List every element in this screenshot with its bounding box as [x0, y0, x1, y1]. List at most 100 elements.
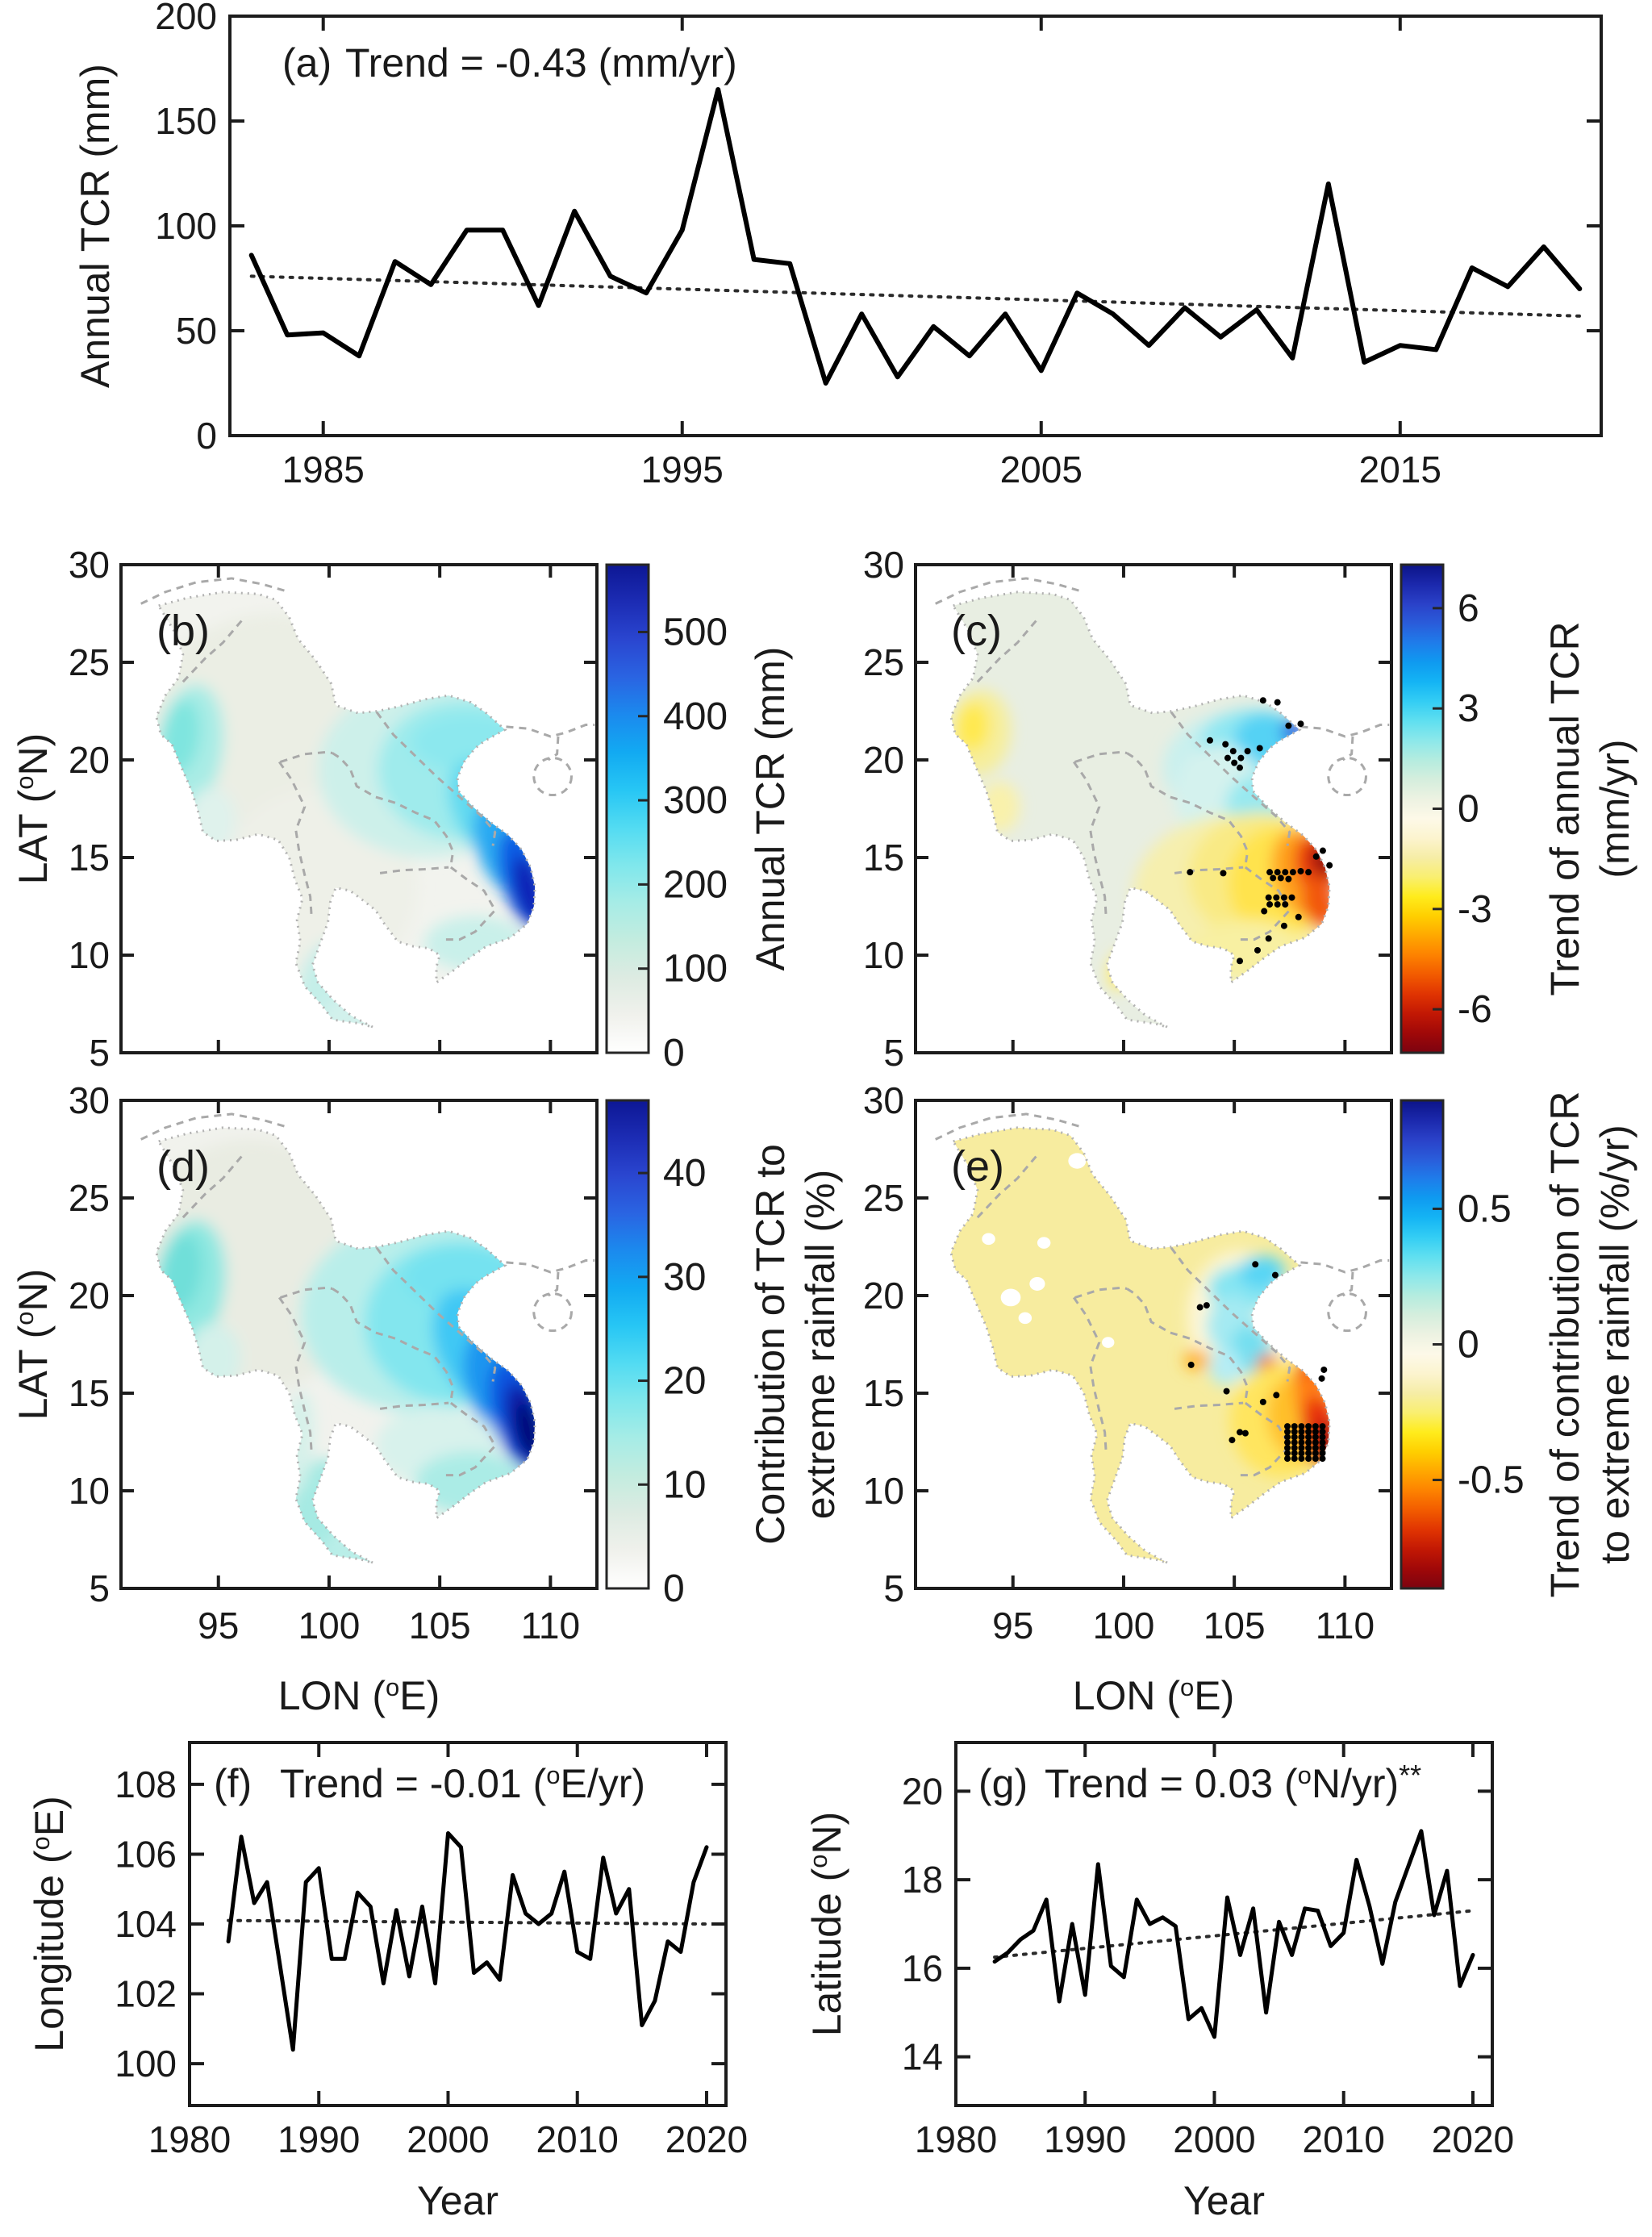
- significance-dot: [1298, 1444, 1305, 1451]
- country-border: [1072, 1296, 1108, 1450]
- colorbar-tick-label: 0: [1458, 788, 1479, 831]
- significance-dot: [1271, 1271, 1279, 1279]
- trend-line: [249, 274, 1582, 318]
- xtick-label: 2005: [1000, 449, 1083, 490]
- lon-tick-label: 100: [1093, 1605, 1155, 1646]
- significance-dot: [1284, 1428, 1291, 1435]
- country-border: [1236, 866, 1291, 941]
- lon-axis-label: LON (o​E): [1073, 1673, 1235, 1718]
- significance-dot: [1280, 922, 1287, 929]
- lat-tick-label: 25: [863, 641, 904, 683]
- significance-dot: [1241, 1429, 1249, 1437]
- outer-border: [140, 577, 290, 605]
- significance-dot: [1305, 1423, 1312, 1430]
- significance-dot: [1252, 1261, 1259, 1268]
- colorbar: 6 3 0 -3 -6 Trend of annual TCR (mm/yr): [1400, 563, 1637, 1054]
- significance-dot: [1319, 1444, 1326, 1451]
- significance-dot: [1223, 1388, 1230, 1395]
- panel-letter: (f): [214, 1761, 252, 1806]
- significance-dot: [1305, 1444, 1312, 1451]
- significance-dot: [1291, 1428, 1298, 1435]
- panel-g: 14 16 18 20 1980 1990 2000 2010 2020 Latitude (o​…: [804, 1741, 1514, 2223]
- colorbar: 0 10 20 30 40 Contribution of TCR to extreme r…: [605, 1099, 843, 1610]
- ytick-label: 50: [176, 310, 217, 352]
- xtick-label: 1990: [1044, 2118, 1126, 2160]
- significance-dot: [1231, 759, 1238, 766]
- lat-tick-label: 30: [69, 544, 110, 586]
- significance-dot: [1206, 737, 1213, 744]
- significance-dot: [1277, 874, 1284, 882]
- colorbar-label: extreme rainfall (%): [798, 1170, 843, 1519]
- xtick-label: 2000: [407, 2118, 489, 2160]
- country-border: [441, 866, 497, 941]
- colorbar-tick-label: 0: [1458, 1324, 1479, 1367]
- significance-dot: [1319, 1439, 1326, 1446]
- y-axis-label: Annual TCR (mm): [73, 64, 118, 388]
- outer-border: [547, 1271, 560, 1297]
- lat-tick-label: 15: [69, 1372, 110, 1414]
- xtick-label: 2015: [1359, 449, 1441, 490]
- timeseries-line: [992, 1829, 1475, 2039]
- lon-tick-label: 110: [521, 1605, 580, 1646]
- lat-tick-label: 30: [69, 1079, 110, 1121]
- ytick-label: 20: [902, 1770, 943, 1812]
- colorbar-label: to extreme rainfall (%/yr): [1592, 1125, 1637, 1564]
- country-border: [1072, 761, 1108, 915]
- significance-dot: [1261, 908, 1268, 915]
- lat-tick-label: 20: [69, 739, 110, 781]
- colorbar-label: Trend of contribution of TCR: [1542, 1091, 1587, 1597]
- timeseries-line: [248, 87, 1583, 386]
- significance-dot: [1187, 1361, 1195, 1368]
- significance-dot: [1259, 1398, 1266, 1405]
- colorbar-tick-label: -3: [1458, 888, 1492, 931]
- significance-dot: [1318, 1375, 1325, 1382]
- colorbar-tick-label: 0.5: [1458, 1187, 1512, 1230]
- lon-tick-label: 95: [992, 1605, 1033, 1646]
- significance-dot: [1305, 1455, 1312, 1463]
- significance-dot: [1265, 935, 1272, 942]
- significance-dot: [1237, 764, 1244, 771]
- axes-box: [119, 563, 599, 1054]
- panel-f: 100 102 104 106 108 1980 1990 2000 2010 2020 Longi…: [27, 1741, 748, 2223]
- significance-dot: [1319, 847, 1326, 854]
- significance-dot: [1312, 1428, 1319, 1435]
- coastline: [155, 591, 536, 1029]
- significance-dot: [1270, 874, 1277, 882]
- significance-dot: [1312, 1455, 1319, 1463]
- significance-dot: [1284, 1434, 1291, 1441]
- significance-dot: [1266, 869, 1274, 876]
- colorbar-tick-label: 30: [663, 1256, 706, 1299]
- significance-dot: [1284, 1444, 1291, 1451]
- xtick-label: 2000: [1173, 2118, 1255, 2160]
- lat-tick-label: 25: [863, 1177, 904, 1219]
- country-border: [1236, 1401, 1291, 1477]
- country-border: [375, 711, 497, 846]
- colorbar-tick-label: 100: [663, 948, 728, 991]
- significance-dot: [1297, 867, 1304, 874]
- significance-dot: [1259, 697, 1266, 704]
- lat-tick-label: 10: [863, 1470, 904, 1512]
- colorbar-tick-label: -0.5: [1458, 1459, 1525, 1502]
- trend-title: Trend = -0.01 (o​E/yr): [280, 1761, 645, 1806]
- ytick-label: 150: [155, 100, 217, 142]
- panel-title: (f) Trend = -0.01 (o​E/yr): [214, 1761, 645, 1806]
- lat-tick-label: 20: [69, 1275, 110, 1317]
- lat-axis-label: LAT (o​N): [10, 733, 56, 885]
- significance-dot: [1298, 1450, 1305, 1457]
- colorbar-tick-label: 3: [1458, 687, 1479, 730]
- outer-border: [506, 723, 595, 738]
- country-border: [1174, 866, 1244, 874]
- country-border: [976, 1154, 1039, 1219]
- xtick-label: 2010: [536, 2118, 619, 2160]
- ytick-label: 100: [115, 2043, 177, 2085]
- significance-dot: [1298, 1455, 1305, 1463]
- panel-letter: (d): [156, 1142, 210, 1191]
- significance-dot: [1319, 1450, 1326, 1457]
- significance-dot: [1319, 1434, 1326, 1441]
- country-border: [976, 618, 1039, 683]
- panel-title: (a) Trend = -0.43 (mm/yr): [282, 40, 737, 86]
- colorbar-tick-label: 20: [663, 1360, 706, 1403]
- lat-tick-label: 20: [863, 739, 904, 781]
